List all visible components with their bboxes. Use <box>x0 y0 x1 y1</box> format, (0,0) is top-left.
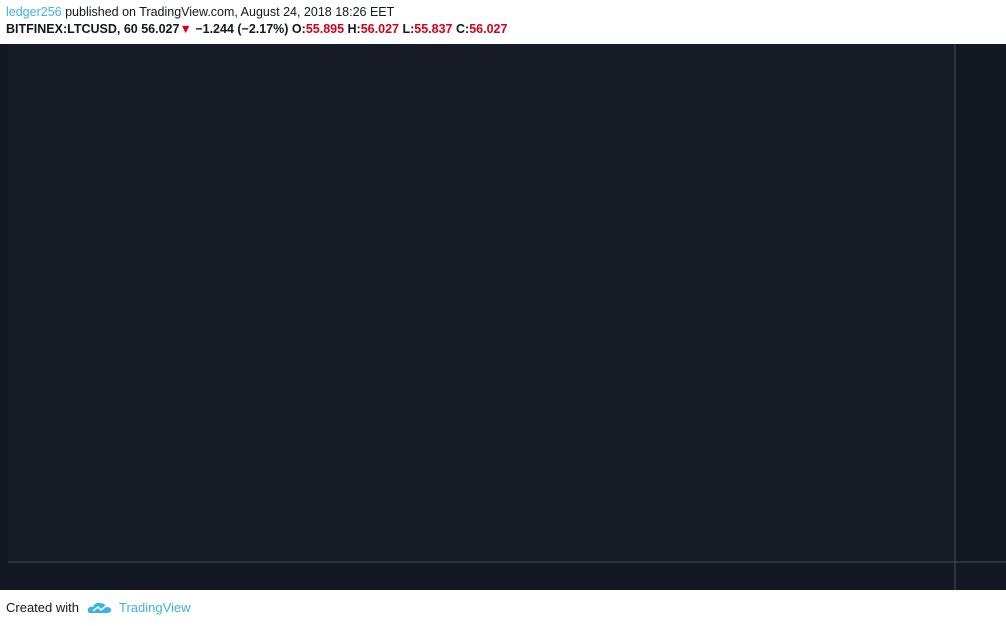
symbol-line: BITFINEX:LTCUSD, 60 56.027▼ −1.244 (−2.1… <box>6 22 507 36</box>
created-with: Created with <box>6 600 79 615</box>
author[interactable]: ledger256 <box>6 5 62 19</box>
change-arrow: ▼ <box>179 22 192 36</box>
tradingview-logo[interactable] <box>87 601 113 615</box>
low-value: 55.837 <box>414 22 453 36</box>
open-label: O: <box>291 22 306 36</box>
last-price: 56.027 <box>141 22 180 36</box>
published-text: published on TradingView.com, August 24,… <box>65 5 395 19</box>
high-value: 56.027 <box>360 22 399 36</box>
tradingview-brand[interactable]: TradingView <box>118 600 191 615</box>
low-label: L: <box>402 22 415 36</box>
high-label: H: <box>347 22 361 36</box>
publish-line: ledger256 published on TradingView.com, … <box>6 5 394 19</box>
close-label: C: <box>455 22 470 36</box>
plot-area <box>8 44 955 562</box>
footer: Created with TradingView <box>6 600 191 615</box>
open-value: 55.895 <box>305 22 345 36</box>
symbol: BITFINEX:LTCUSD, 60 <box>6 22 138 36</box>
change: −1.244 (−2.17%) <box>195 22 289 36</box>
close-value: 56.027 <box>469 22 508 36</box>
